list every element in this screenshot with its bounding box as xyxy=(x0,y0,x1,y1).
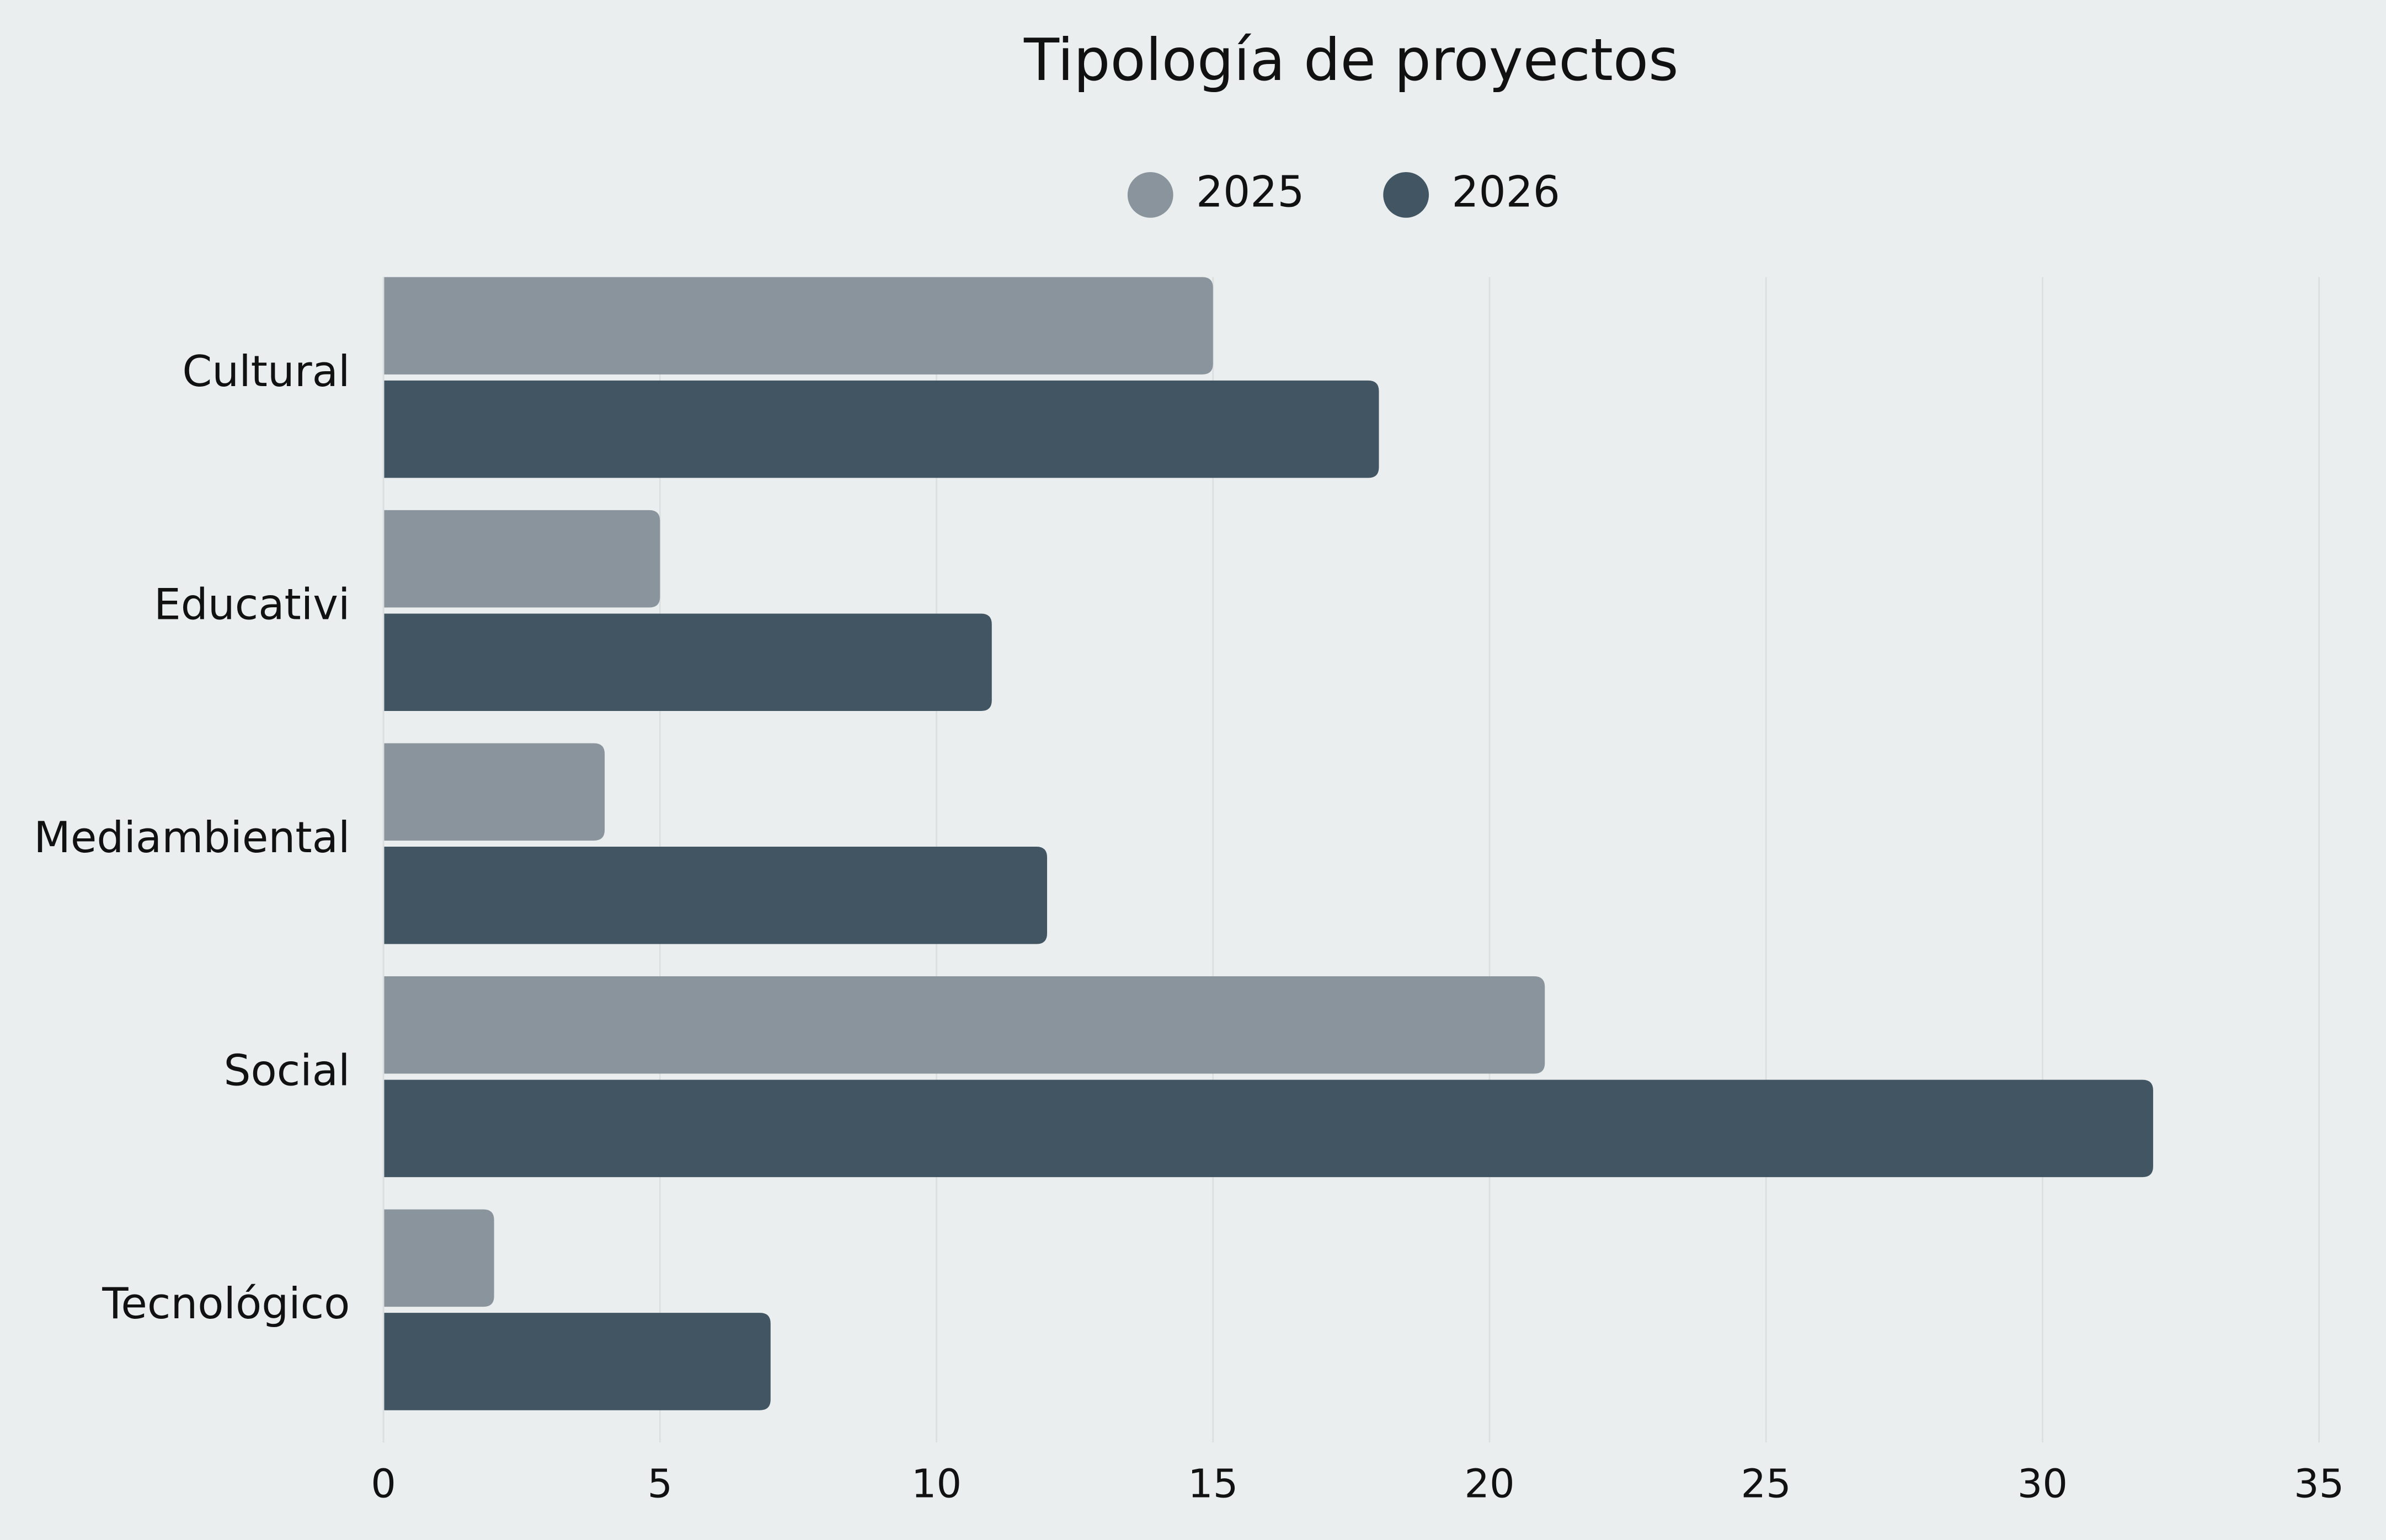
x-tick-label: 10 xyxy=(911,1461,962,1507)
x-tick-label: 35 xyxy=(2294,1461,2344,1507)
bar xyxy=(383,743,605,841)
chart-title: Tipología de proyectos xyxy=(1023,26,1679,94)
y-tick-label: Tecnológico xyxy=(102,1279,350,1329)
y-tick-label: Cultural xyxy=(182,347,350,397)
x-tick-label: 25 xyxy=(1741,1461,1791,1507)
bar xyxy=(383,1209,494,1307)
x-tick-label: 0 xyxy=(371,1461,396,1507)
bar xyxy=(383,847,1048,944)
y-tick-label: Mediambiental xyxy=(34,813,350,863)
bar xyxy=(383,380,1379,478)
bar xyxy=(383,976,1545,1074)
y-tick-label: Educativi xyxy=(154,580,350,629)
bar xyxy=(383,1313,771,1410)
bar xyxy=(383,510,660,608)
bar xyxy=(383,277,1213,375)
legend-label: 2025 xyxy=(1196,167,1305,217)
legend-marker xyxy=(1127,172,1173,218)
x-tick-label: 30 xyxy=(2017,1461,2068,1507)
y-tick-label: Social xyxy=(223,1046,350,1096)
bar xyxy=(383,1079,2153,1178)
x-tick-label: 5 xyxy=(647,1461,672,1507)
x-tick-label: 15 xyxy=(1188,1461,1238,1507)
legend-marker xyxy=(1383,172,1429,218)
bar xyxy=(383,613,992,711)
x-tick-label: 20 xyxy=(1464,1461,1514,1507)
legend-label: 2026 xyxy=(1451,167,1560,217)
